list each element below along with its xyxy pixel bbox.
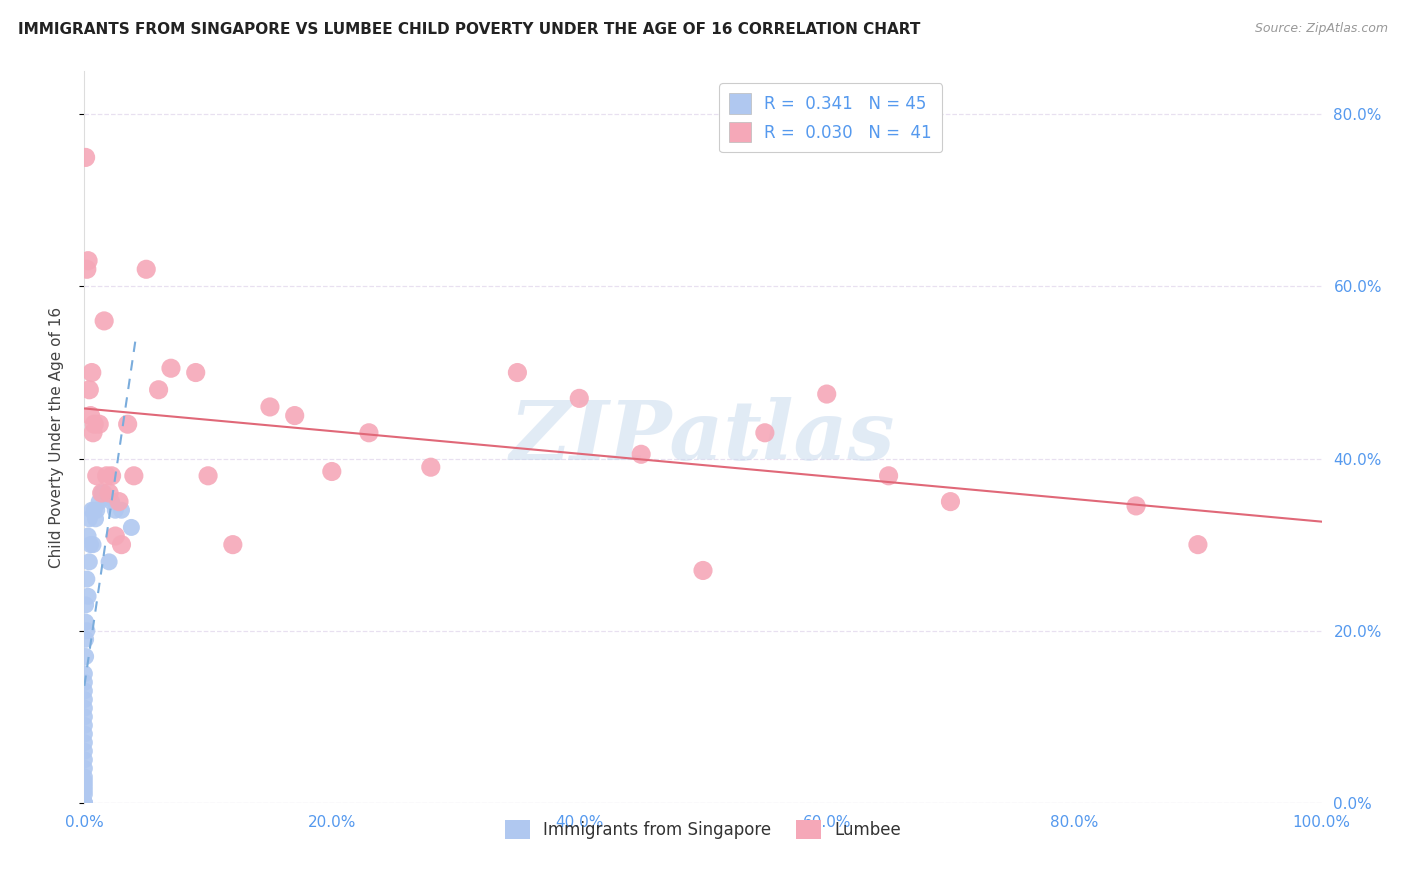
Point — [98, 486, 121, 500]
Point — [73, 787, 96, 801]
Point — [96, 491, 118, 505]
Point — [110, 503, 132, 517]
Point — [80, 503, 103, 517]
Point — [815, 387, 838, 401]
Point — [148, 383, 170, 397]
Point — [86, 468, 108, 483]
Point — [110, 538, 132, 552]
Text: Source: ZipAtlas.com: Source: ZipAtlas.com — [1254, 22, 1388, 36]
Point — [1187, 538, 1209, 552]
Point — [76, 572, 98, 586]
Point — [90, 486, 112, 500]
Point — [76, 624, 98, 638]
Point — [419, 460, 441, 475]
Point — [73, 692, 96, 706]
Point — [73, 796, 96, 810]
Point — [75, 649, 97, 664]
Point — [100, 494, 122, 508]
Point — [754, 425, 776, 440]
Point — [321, 465, 343, 479]
Point — [80, 366, 103, 380]
Text: IMMIGRANTS FROM SINGAPORE VS LUMBEE CHILD POVERTY UNDER THE AGE OF 16 CORRELATIO: IMMIGRANTS FROM SINGAPORE VS LUMBEE CHIL… — [18, 22, 921, 37]
Point — [506, 366, 529, 380]
Point — [122, 468, 145, 483]
Point — [73, 701, 96, 715]
Point — [77, 589, 100, 603]
Legend: Immigrants from Singapore, Lumbee: Immigrants from Singapore, Lumbee — [498, 814, 908, 846]
Point — [939, 494, 962, 508]
Point — [83, 503, 105, 517]
Point — [259, 400, 281, 414]
Point — [90, 486, 112, 500]
Y-axis label: Child Poverty Under the Age of 16: Child Poverty Under the Age of 16 — [49, 307, 63, 567]
Point — [568, 392, 591, 406]
Point — [83, 417, 105, 432]
Point — [120, 520, 142, 534]
Point — [73, 710, 96, 724]
Point — [77, 253, 100, 268]
Point — [98, 555, 121, 569]
Point — [222, 538, 245, 552]
Point — [877, 468, 900, 483]
Point — [77, 529, 100, 543]
Point — [73, 718, 96, 732]
Point — [1125, 499, 1147, 513]
Point — [76, 262, 98, 277]
Point — [100, 468, 122, 483]
Point — [75, 150, 97, 164]
Point — [73, 753, 96, 767]
Point — [117, 417, 139, 432]
Point — [73, 779, 96, 793]
Point — [73, 675, 96, 690]
Point — [73, 727, 96, 741]
Point — [184, 366, 207, 380]
Point — [73, 684, 96, 698]
Point — [96, 468, 118, 483]
Point — [73, 744, 96, 758]
Point — [357, 425, 380, 440]
Point — [79, 538, 101, 552]
Text: ZIPatlas: ZIPatlas — [510, 397, 896, 477]
Point — [73, 796, 96, 810]
Point — [79, 409, 101, 423]
Point — [73, 796, 96, 810]
Point — [86, 503, 108, 517]
Point — [108, 494, 131, 508]
Point — [73, 666, 96, 681]
Point — [73, 783, 96, 797]
Point — [82, 425, 104, 440]
Point — [79, 512, 101, 526]
Point — [284, 409, 307, 423]
Point — [73, 770, 96, 784]
Point — [89, 417, 111, 432]
Point — [79, 383, 101, 397]
Point — [84, 512, 107, 526]
Point — [89, 494, 111, 508]
Point — [82, 538, 104, 552]
Point — [135, 262, 157, 277]
Point — [104, 529, 127, 543]
Point — [630, 447, 652, 461]
Point — [197, 468, 219, 483]
Point — [93, 486, 115, 500]
Point — [75, 632, 97, 647]
Point — [79, 555, 101, 569]
Point — [93, 314, 115, 328]
Point — [104, 503, 127, 517]
Point — [75, 598, 97, 612]
Point — [73, 774, 96, 789]
Point — [73, 761, 96, 775]
Point — [75, 615, 97, 629]
Point — [73, 735, 96, 749]
Point — [692, 564, 714, 578]
Point — [160, 361, 183, 376]
